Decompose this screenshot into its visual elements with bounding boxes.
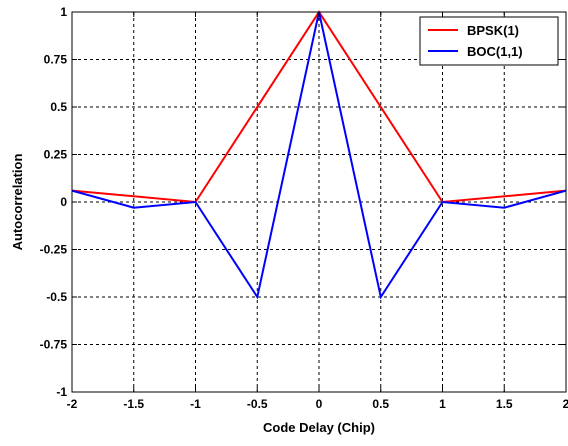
- y-tick-label: 1: [60, 5, 67, 19]
- y-tick-label: 0.25: [44, 148, 68, 162]
- x-tick-labels: -2 -1.5 -1 -0.5 0 0.5 1 1.5 2: [67, 397, 568, 411]
- legend-label-boc: BOC(1,1): [467, 44, 523, 59]
- y-tick-label: -0.5: [46, 290, 67, 304]
- x-tick-label: 1: [439, 397, 446, 411]
- legend-label-bpsk: BPSK(1): [467, 23, 519, 38]
- axis-ticks: [71, 11, 567, 393]
- x-tick-label: 2: [563, 397, 568, 411]
- x-tick-label: 0: [316, 397, 323, 411]
- x-tick-label: 1.5: [496, 397, 513, 411]
- grid-lines: [72, 12, 566, 392]
- legend: BPSK(1) BOC(1,1): [419, 16, 559, 66]
- legend-box: [419, 16, 559, 66]
- y-tick-labels: -1 -0.75 -0.5 -0.25 0 0.25 0.5 0.75 1: [40, 5, 68, 399]
- x-tick-label: 0.5: [372, 397, 389, 411]
- x-tick-label: -2: [67, 397, 78, 411]
- y-tick-label: -0.75: [40, 338, 68, 352]
- y-tick-label: 0.5: [50, 100, 67, 114]
- y-tick-label: -1: [56, 385, 67, 399]
- y-tick-label: 0: [60, 195, 67, 209]
- y-tick-label: -0.25: [40, 243, 68, 257]
- x-tick-label: -0.5: [247, 397, 268, 411]
- x-tick-label: -1.5: [123, 397, 144, 411]
- x-tick-label: -1: [190, 397, 201, 411]
- y-axis-label: Autocorrelation: [10, 154, 25, 251]
- x-axis-label: Code Delay (Chip): [263, 420, 375, 435]
- y-tick-label: 0.75: [44, 53, 68, 67]
